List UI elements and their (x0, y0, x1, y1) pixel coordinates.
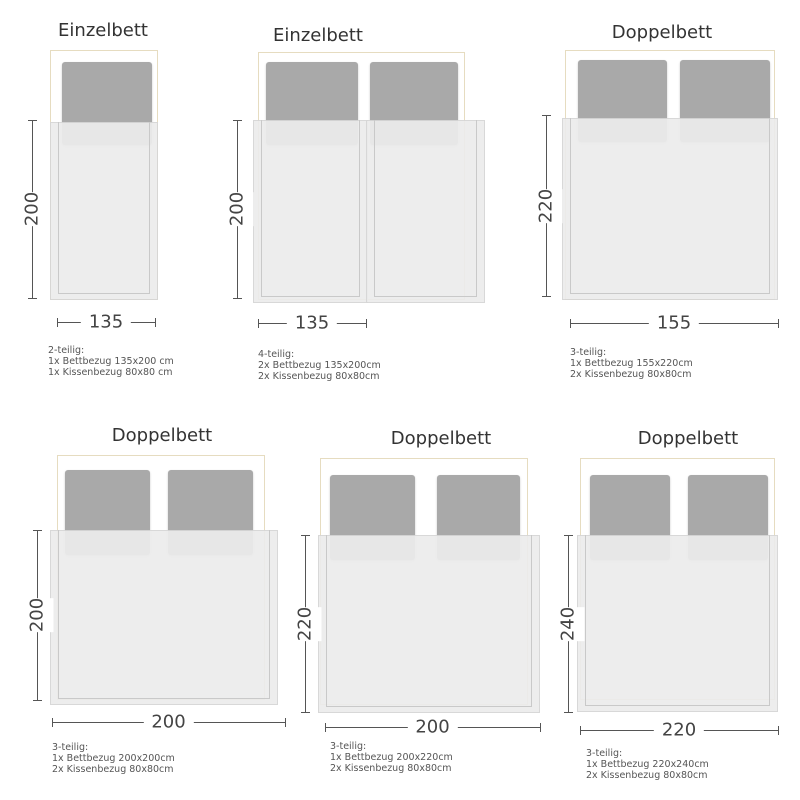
set-description-line: 1x Bettbezug 155x220cm (570, 358, 693, 369)
dimension-tick (28, 120, 37, 121)
width-label: 155 (648, 312, 700, 334)
duvet-inner-outline (261, 120, 360, 297)
height-label: 240 (551, 606, 585, 641)
set-description-line: 1x Bettbezug 200x220cm (330, 752, 453, 763)
duvet (562, 118, 778, 300)
set-description-line: 2x Kissenbezug 80x80cm (52, 764, 174, 775)
dimension-tick (570, 319, 571, 328)
bed-title: Doppelbett (611, 22, 713, 43)
height-label: 200 (15, 191, 49, 227)
duvet (50, 530, 278, 705)
set-description-line: 2x Kissenbezug 80x80cm (258, 371, 380, 382)
duvet-inner-outline (58, 530, 270, 699)
duvet-inner-outline (58, 122, 150, 294)
width-label: 200 (143, 711, 194, 733)
dimension-tick (564, 712, 573, 713)
dimension-tick (301, 712, 310, 713)
dimension-tick (366, 319, 367, 328)
duvet (577, 535, 778, 712)
height-label: 220 (529, 188, 563, 223)
set-description-line: 1x Bettbezug 135x200 cm (48, 356, 174, 367)
dimension-tick (540, 723, 541, 732)
dimension-tick (233, 120, 242, 121)
width-label: 135 (286, 312, 338, 334)
dimension-tick (778, 319, 779, 328)
height-label: 200 (20, 597, 54, 633)
set-description-line: 2x Kissenbezug 80x80cm (570, 369, 692, 380)
set-description-line: 2x Kissenbezug 80x80cm (330, 763, 452, 774)
bed-title: Einzelbett (58, 20, 148, 41)
dimension-tick (155, 318, 156, 327)
width-label: 200 (407, 716, 458, 738)
dimension-tick (233, 298, 242, 299)
duvet-inner-outline (326, 535, 532, 707)
dimension-tick (580, 726, 581, 735)
dimension-tick (542, 296, 551, 297)
set-description-line: 1x Bettbezug 200x200cm (52, 753, 175, 764)
set-description-line: 2-teilig: (48, 345, 85, 356)
bed-title: Doppelbett (637, 428, 739, 449)
set-description-line: 2x Kissenbezug 80x80cm (586, 770, 708, 781)
width-label: 135 (80, 311, 132, 333)
width-label: 220 (653, 719, 705, 741)
dimension-tick (301, 535, 310, 536)
dimension-tick (542, 115, 551, 116)
set-description-line: 4-teilig: (258, 349, 295, 360)
dimension-tick (564, 535, 573, 536)
set-description-line: 1x Kissenbezug 80x80 cm (48, 367, 173, 378)
bed-title: Doppelbett (111, 425, 213, 446)
duvet-inner-outline (585, 535, 770, 706)
duvet (366, 120, 485, 303)
dimension-tick (52, 718, 53, 727)
dimension-tick (778, 726, 779, 735)
duvet-inner-outline (570, 118, 770, 294)
set-description-line: 3-teilig: (570, 347, 607, 358)
duvet (253, 120, 368, 303)
dimension-tick (28, 298, 37, 299)
dimension-tick (285, 718, 286, 727)
set-description-line: 1x Bettbezug 220x240cm (586, 759, 709, 770)
duvet (50, 122, 158, 300)
dimension-tick (57, 318, 58, 327)
bed-title: Einzelbett (273, 25, 363, 46)
bed-title: Doppelbett (390, 428, 492, 449)
dimension-tick (33, 700, 42, 701)
dimension-tick (33, 530, 42, 531)
set-description-line: 3-teilig: (330, 741, 367, 752)
height-label: 220 (288, 606, 322, 641)
duvet-inner-outline (374, 120, 477, 297)
dimension-tick (258, 319, 259, 328)
set-description-line: 3-teilig: (52, 742, 89, 753)
duvet (318, 535, 540, 713)
set-description-line: 3-teilig: (586, 748, 623, 759)
dimension-tick (325, 723, 326, 732)
height-label: 200 (220, 191, 254, 227)
set-description-line: 2x Bettbezug 135x200cm (258, 360, 381, 371)
